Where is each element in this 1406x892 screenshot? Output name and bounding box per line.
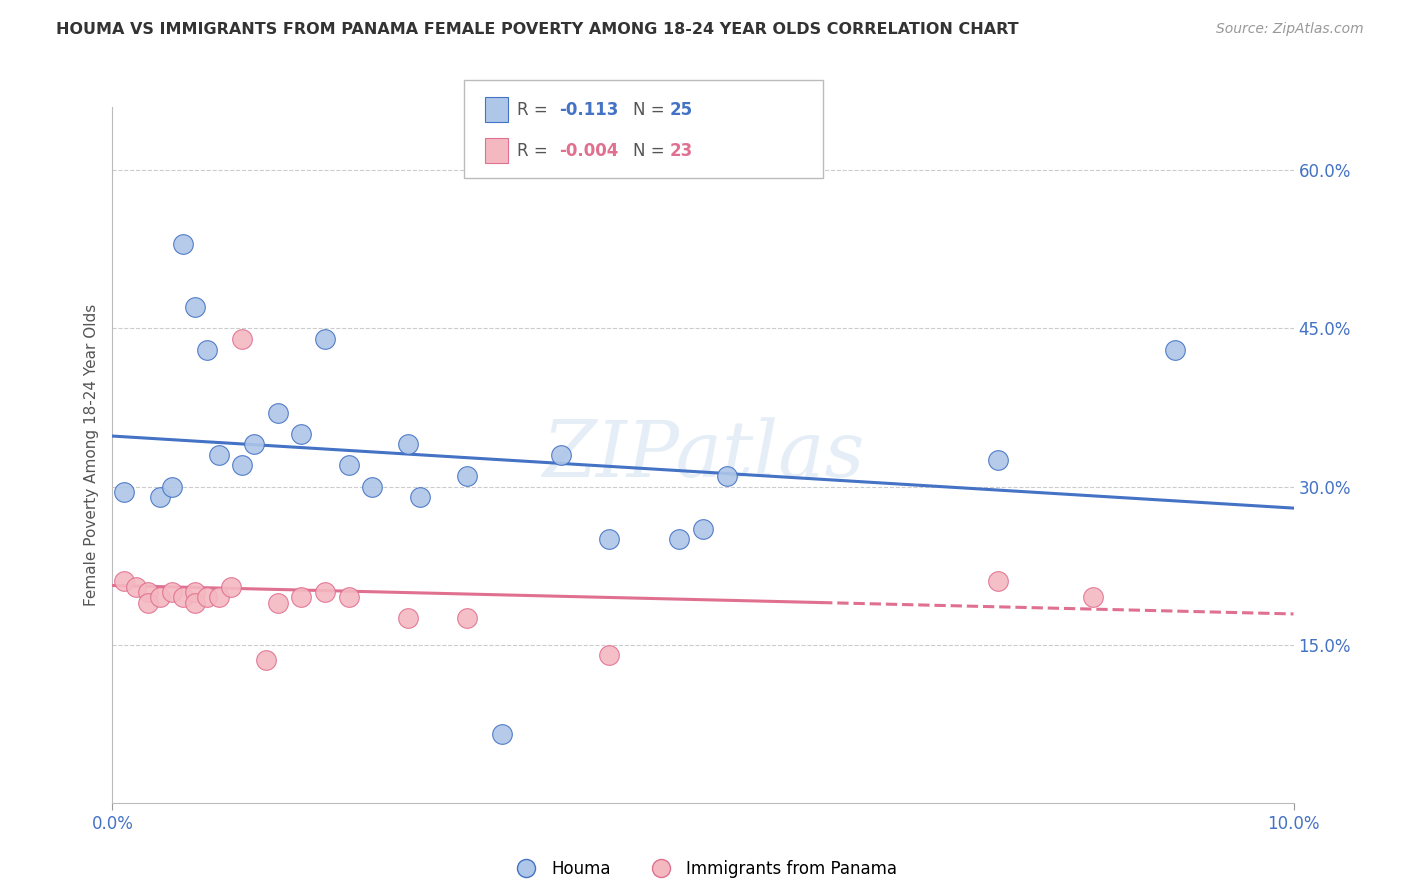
Point xyxy=(136,595,159,609)
Point xyxy=(396,437,419,451)
Point xyxy=(149,490,172,504)
Point xyxy=(184,585,207,599)
Point xyxy=(1164,343,1187,357)
Point xyxy=(598,648,620,663)
Legend: Houma, Immigrants from Panama: Houma, Immigrants from Panama xyxy=(503,854,903,885)
Point xyxy=(314,332,336,346)
Point xyxy=(231,332,253,346)
Point xyxy=(195,343,218,357)
Point xyxy=(314,585,336,599)
Point xyxy=(550,448,572,462)
Point xyxy=(987,574,1010,589)
Point xyxy=(172,591,194,605)
Point xyxy=(456,469,478,483)
Text: HOUMA VS IMMIGRANTS FROM PANAMA FEMALE POVERTY AMONG 18-24 YEAR OLDS CORRELATION: HOUMA VS IMMIGRANTS FROM PANAMA FEMALE P… xyxy=(56,22,1019,37)
Text: -0.113: -0.113 xyxy=(560,101,619,119)
Point xyxy=(1081,591,1104,605)
Point xyxy=(267,406,290,420)
Text: Source: ZipAtlas.com: Source: ZipAtlas.com xyxy=(1216,22,1364,37)
Point xyxy=(231,458,253,473)
Text: 25: 25 xyxy=(669,101,692,119)
Point xyxy=(491,727,513,741)
Point xyxy=(195,591,218,605)
Point xyxy=(172,237,194,252)
Point xyxy=(692,522,714,536)
Point xyxy=(987,453,1010,467)
Point xyxy=(456,611,478,625)
Point xyxy=(408,490,430,504)
Point xyxy=(184,595,207,609)
Point xyxy=(149,591,172,605)
Point xyxy=(396,611,419,625)
Point xyxy=(716,469,738,483)
Y-axis label: Female Poverty Among 18-24 Year Olds: Female Poverty Among 18-24 Year Olds xyxy=(83,304,98,606)
Point xyxy=(184,301,207,315)
Point xyxy=(112,574,135,589)
Point xyxy=(361,479,384,493)
Text: -0.004: -0.004 xyxy=(560,142,619,160)
Point xyxy=(219,580,242,594)
Point xyxy=(290,591,312,605)
Point xyxy=(254,653,277,667)
Point xyxy=(267,595,290,609)
Point xyxy=(337,591,360,605)
Point xyxy=(160,585,183,599)
Text: ZIPatlas: ZIPatlas xyxy=(541,417,865,493)
Text: N =: N = xyxy=(633,142,669,160)
Text: R =: R = xyxy=(517,101,554,119)
Text: R =: R = xyxy=(517,142,554,160)
Point xyxy=(337,458,360,473)
Point xyxy=(125,580,148,594)
Point xyxy=(668,533,690,547)
Text: N =: N = xyxy=(633,101,669,119)
Point xyxy=(208,591,231,605)
Point xyxy=(160,479,183,493)
Point xyxy=(243,437,266,451)
Point xyxy=(208,448,231,462)
Point xyxy=(136,585,159,599)
Text: 23: 23 xyxy=(669,142,693,160)
Point xyxy=(290,426,312,441)
Point xyxy=(598,533,620,547)
Point xyxy=(112,484,135,499)
